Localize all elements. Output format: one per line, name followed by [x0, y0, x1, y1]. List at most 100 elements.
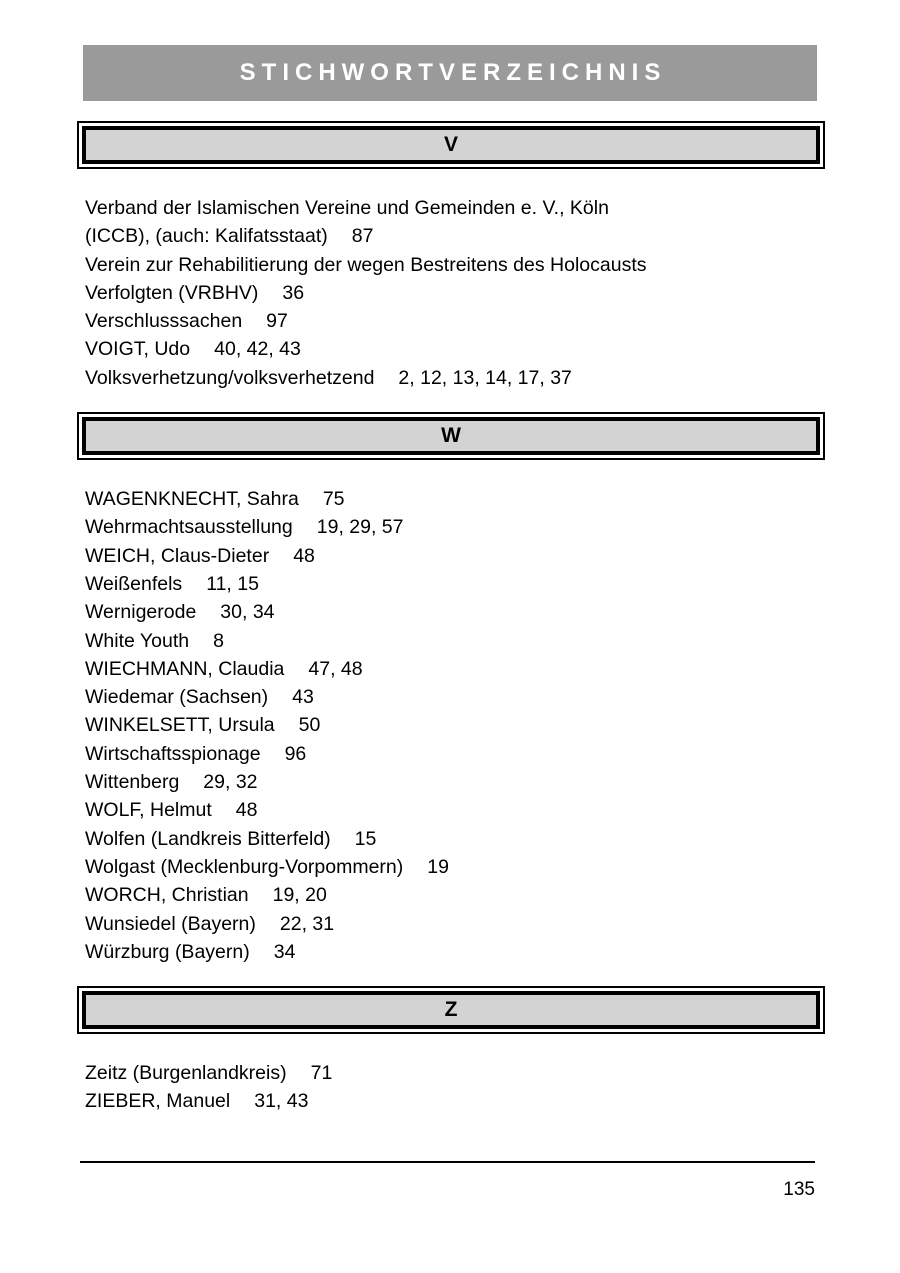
entry-term: WEICH, Claus-Dieter — [85, 544, 270, 567]
entry-page-numbers: 22, 31 — [279, 912, 335, 935]
section-header-box-v: V — [77, 121, 825, 169]
section-header-box-z: Z — [77, 986, 825, 1035]
page-header-bar: STICHWORTVERZEICHNIS — [83, 45, 817, 101]
index-entry-line: White Youth 8 — [85, 627, 825, 655]
entry-term: Verschlusssachen — [85, 310, 243, 333]
section-entries-z: Zeitz (Burgenlandkreis) 71 ZIEBER, Manuel 3… — [85, 1059, 825, 1116]
index-entry-line: Wittenberg 29, 32 — [85, 768, 825, 796]
entry-term: WIECHMANN, Claudia — [85, 657, 285, 680]
index-entry-line: Verband der Islamischen Vereine und Geme… — [85, 194, 825, 222]
entry-page-numbers: 50 — [298, 714, 321, 737]
entry-page-numbers: 15 — [354, 827, 377, 850]
entry-term: Zeitz (Burgenlandkreis) — [85, 1062, 287, 1085]
index-entry: Zeitz (Burgenlandkreis) 71 — [85, 1059, 825, 1087]
index-entry-line: Wolfen (Landkreis Bitterfeld) 15 — [85, 825, 825, 853]
entry-page-numbers: 19, 20 — [272, 884, 327, 907]
entry-term: ZIEBER, Manuel — [85, 1090, 231, 1113]
index-entry: Wunsiedel (Bayern) 22, 31 — [85, 910, 825, 938]
index-entry-line: (ICCB), (auch: Kalifatsstaat) 87 — [85, 222, 825, 250]
index-section-v: V Verband der Islamischen Vereine und Ge… — [77, 121, 825, 392]
entry-page-numbers: 11, 15 — [206, 572, 259, 595]
entry-page-numbers: 96 — [284, 742, 307, 765]
index-entry: Wolfen (Landkreis Bitterfeld) 15 — [85, 825, 825, 853]
index-entry: Würzburg (Bayern) 34 — [85, 938, 825, 966]
section-letter: W — [82, 417, 820, 456]
entry-term: Wittenberg — [85, 771, 180, 794]
entry-page-numbers: 71 — [310, 1062, 333, 1085]
index-entry: Wirtschaftsspionage 96 — [85, 740, 825, 768]
entry-term: White Youth — [85, 629, 190, 652]
index-entry: ZIEBER, Manuel 31, 43 — [85, 1087, 825, 1115]
entry-term: WAGENKNECHT, Sahra — [85, 488, 299, 511]
index-entry: Weißenfels 11, 15 — [85, 570, 825, 598]
index-entry: WEICH, Claus-Dieter 48 — [85, 542, 825, 570]
entry-term: Wunsiedel (Bayern) — [85, 912, 256, 935]
index-entry: Verschlusssachen 97 — [85, 307, 825, 335]
footer-divider — [80, 1160, 815, 1163]
entry-page-numbers: 34 — [273, 940, 296, 963]
entry-term: VOIGT, Udo — [85, 338, 191, 361]
page-number: 135 — [783, 1178, 815, 1200]
index-section-z: Z Zeitz (Burgenlandkreis) 71 ZIEBER, Manue… — [77, 986, 825, 1116]
entry-term: Wiedemar (Sachsen) — [85, 686, 269, 709]
index-entry-line: WOLF, Helmut 48 — [85, 796, 825, 824]
entry-term: WOLF, Helmut — [85, 799, 212, 822]
index-entry: Wittenberg 29, 32 — [85, 768, 825, 796]
entry-term: Volksverhetzung/volksverhetzend — [85, 366, 375, 389]
page-title: STICHWORTVERZEICHNIS — [239, 59, 667, 86]
index-entry-line: Wunsiedel (Bayern) 22, 31 — [85, 910, 825, 938]
index-entry-line: Wiedemar (Sachsen) 43 — [85, 683, 825, 711]
entry-term: Wolgast (Mecklenburg-Vorpommern) — [85, 855, 404, 878]
entry-page-numbers: 47, 48 — [308, 657, 363, 680]
entry-page-numbers: 48 — [293, 544, 315, 567]
entry-term: WINKELSETT, Ursula — [85, 714, 275, 737]
index-entry-line: Wernigerode 30, 34 — [85, 598, 825, 626]
index-entry: Verband der Islamischen Vereine und Geme… — [85, 194, 825, 251]
entry-page-numbers: 75 — [322, 488, 345, 511]
index-entry: Wehrmachtsausstellung 19, 29, 57 — [85, 513, 825, 541]
entry-term: (ICCB), (auch: Kalifatsstaat) — [85, 225, 328, 248]
index-entry-line: Zeitz (Burgenlandkreis) 71 — [85, 1059, 825, 1087]
entry-term: WORCH, Christian — [85, 884, 249, 907]
index-entry: VOIGT, Udo 40, 42, 43 — [85, 335, 825, 363]
index-entry-line: Wolgast (Mecklenburg-Vorpommern) 19 — [85, 853, 825, 881]
entry-page-numbers: 2, 12, 13, 14, 17, 37 — [398, 366, 572, 389]
section-entries-w: WAGENKNECHT, Sahra 75 Wehrmachtsausstellun… — [85, 485, 825, 966]
index-entry-line: Wirtschaftsspionage 96 — [85, 740, 825, 768]
index-entry: White Youth 8 — [85, 627, 825, 655]
entry-page-numbers: 40, 42, 43 — [214, 338, 301, 361]
index-entry-line: Verschlusssachen 97 — [85, 307, 825, 335]
index-entry: WORCH, Christian 19, 20 — [85, 881, 825, 909]
entry-term: Verband der Islamischen Vereine und Geme… — [85, 197, 609, 219]
index-entry-line: WIECHMANN, Claudia 47, 48 — [85, 655, 825, 683]
index-entry: Wernigerode 30, 34 — [85, 598, 825, 626]
entry-term: Verfolgten (VRBHV) — [85, 281, 259, 304]
section-letter: Z — [82, 991, 820, 1030]
index-entry-line: WAGENKNECHT, Sahra 75 — [85, 485, 825, 513]
index-entry: Wolgast (Mecklenburg-Vorpommern) 19 — [85, 853, 825, 881]
entry-term: Wolfen (Landkreis Bitterfeld) — [85, 827, 331, 850]
section-entries-v: Verband der Islamischen Vereine und Geme… — [85, 194, 825, 392]
entry-term: Wernigerode — [85, 601, 197, 624]
index-entry-line: Verein zur Rehabilitierung der wegen Bes… — [85, 251, 825, 279]
entry-page-numbers: 30, 34 — [220, 601, 275, 624]
index-section-w: W WAGENKNECHT, Sahra 75 Wehrmachtsausstell… — [77, 412, 825, 966]
entry-page-numbers: 19, 29, 57 — [316, 516, 404, 539]
index-entry-line: VOIGT, Udo 40, 42, 43 — [85, 335, 825, 363]
index-entry: WIECHMANN, Claudia 47, 48 — [85, 655, 825, 683]
index-entry: WOLF, Helmut 48 — [85, 796, 825, 824]
index-entry-line: Würzburg (Bayern) 34 — [85, 938, 825, 966]
entry-page-numbers: 19 — [427, 855, 449, 878]
entry-page-numbers: 8 — [213, 629, 224, 652]
index-entry-line: WORCH, Christian 19, 20 — [85, 881, 825, 909]
entry-page-numbers: 43 — [292, 686, 314, 709]
index-entry-line: Wehrmachtsausstellung 19, 29, 57 — [85, 513, 825, 541]
index-entry-line: ZIEBER, Manuel 31, 43 — [85, 1087, 825, 1115]
index-entry: Verein zur Rehabilitierung der wegen Bes… — [85, 251, 825, 308]
index-entry-line: Volksverhetzung/volksverhetzend 2, 12, 13… — [85, 364, 825, 392]
entry-term: Wirtschaftsspionage — [85, 742, 261, 765]
index-entry-line: Weißenfels 11, 15 — [85, 570, 825, 598]
entry-page-numbers: 48 — [235, 799, 258, 822]
entry-page-numbers: 87 — [351, 225, 374, 248]
